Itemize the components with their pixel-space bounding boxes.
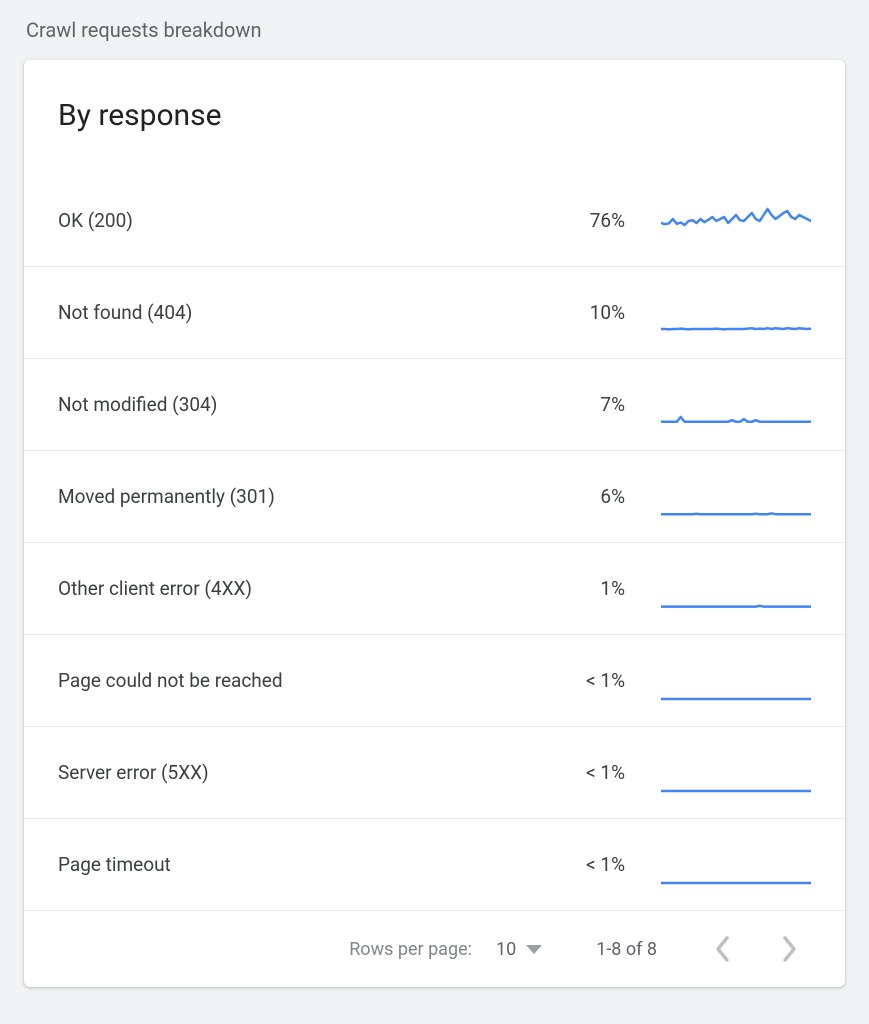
table-row[interactable]: OK (200)76% [24,175,845,267]
sparkline [661,753,811,793]
row-value: 76% [571,209,661,232]
row-label: Other client error (4XX) [58,577,571,600]
dropdown-icon [526,945,542,954]
table-footer: Rows per page: 10 1-8 of 8 [24,911,845,987]
rows-per-page-select[interactable]: 10 [496,939,542,960]
row-value: < 1% [571,761,661,784]
rows-per-page-label: Rows per page: [349,939,472,960]
row-label: Moved permanently (301) [58,485,571,508]
table-row[interactable]: Not modified (304)7% [24,359,845,451]
next-page-button[interactable] [767,927,811,971]
row-value: < 1% [571,669,661,692]
table-row[interactable]: Not found (404)10% [24,267,845,359]
table-row[interactable]: Page timeout< 1% [24,819,845,911]
sparkline [661,477,811,517]
sparkline [661,201,811,241]
rows-per-page-value: 10 [496,939,516,960]
sparkline [661,293,811,333]
chevron-right-icon [781,936,797,962]
row-label: Page timeout [58,853,571,876]
chevron-left-icon [715,936,731,962]
row-value: 10% [571,301,661,324]
row-label: Not found (404) [58,301,571,324]
table-row[interactable]: Moved permanently (301)6% [24,451,845,543]
page-section-label: Crawl requests breakdown [26,18,845,42]
sparkline [661,845,811,885]
row-label: Page could not be reached [58,669,571,692]
row-label: Server error (5XX) [58,761,571,784]
sparkline [661,569,811,609]
sparkline [661,661,811,701]
row-value: 6% [571,485,661,508]
pagination-range: 1-8 of 8 [596,939,657,960]
prev-page-button[interactable] [701,927,745,971]
by-response-card: By response OK (200)76%Not found (404)10… [24,60,845,987]
sparkline [661,385,811,425]
card-title: By response [24,60,845,175]
row-label: OK (200) [58,209,571,232]
row-value: < 1% [571,853,661,876]
table-row[interactable]: Page could not be reached< 1% [24,635,845,727]
row-value: 7% [571,393,661,416]
row-label: Not modified (304) [58,393,571,416]
table-row[interactable]: Other client error (4XX)1% [24,543,845,635]
table-row[interactable]: Server error (5XX)< 1% [24,727,845,819]
row-value: 1% [571,577,661,600]
